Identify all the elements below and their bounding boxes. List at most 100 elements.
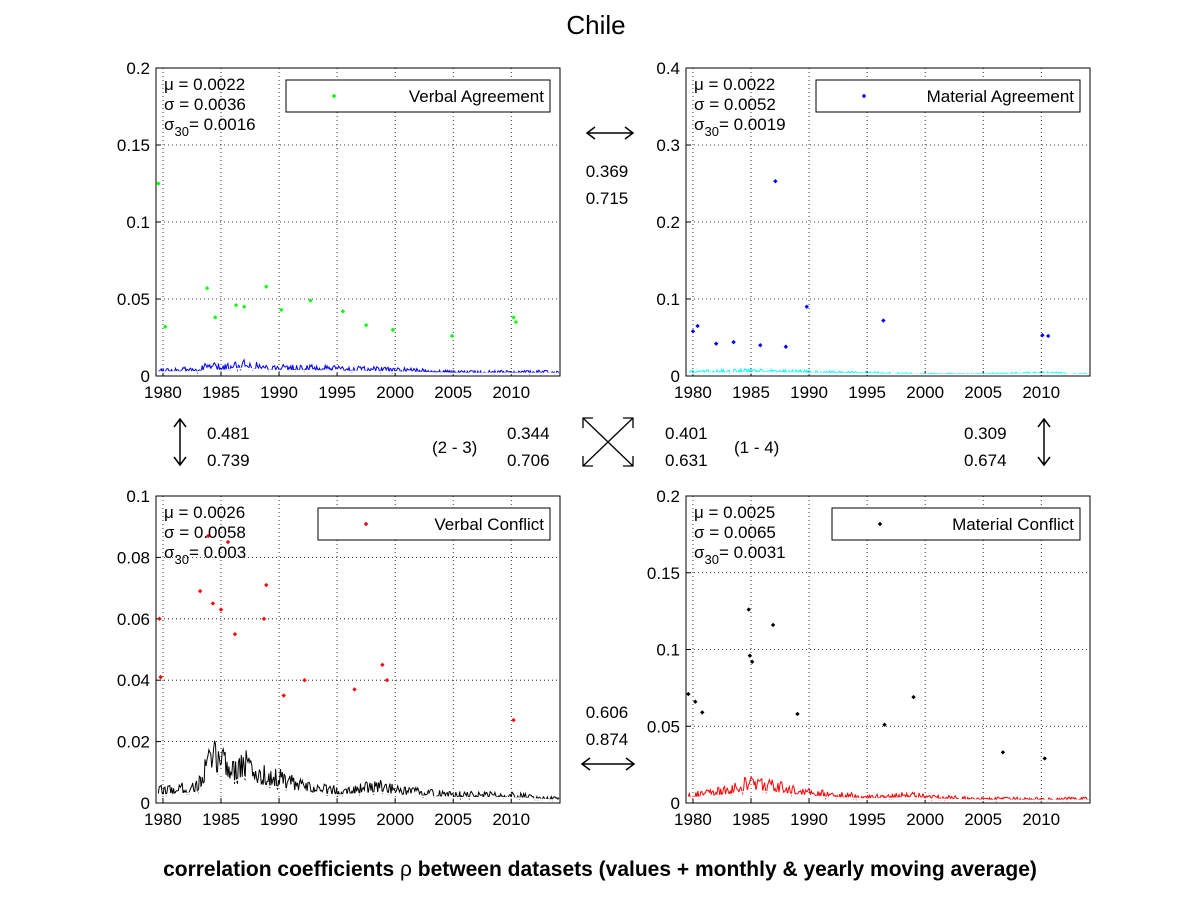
corr-top-value-a: 0.369 — [586, 162, 629, 181]
correlation-top: 0.369 0.715 — [585, 126, 635, 208]
cross-arrows-icon — [582, 417, 634, 467]
outlier-point — [206, 533, 211, 539]
x-tick-label: 1980 — [674, 383, 712, 402]
x-tick-label: 1990 — [790, 383, 828, 402]
x-tick-label: 2000 — [906, 383, 944, 402]
stat-sigma: σ = 0.0036 — [164, 95, 246, 114]
corr-top-value-b: 0.715 — [586, 189, 629, 208]
double-arrow-vertical-icon — [1037, 417, 1051, 467]
outlier-point — [795, 711, 800, 717]
outlier-point — [804, 304, 809, 309]
outlier-point — [773, 178, 778, 184]
y-tick-label: 0.15 — [647, 564, 680, 583]
x-tick-label: 2010 — [1022, 810, 1060, 829]
y-tick-label: 0.1 — [126, 487, 150, 506]
yearly-smooth-line — [688, 371, 1089, 376]
legend-label: Verbal Agreement — [409, 87, 544, 106]
outlier-point — [264, 582, 269, 588]
legend-label: Material Conflict — [952, 515, 1074, 534]
outlier-point — [1040, 332, 1045, 338]
corr-center-right-value-a: 0.401 — [665, 424, 708, 443]
legend-marker — [331, 93, 337, 99]
stat-mu: μ = 0.0025 — [694, 503, 775, 522]
corr-bottom-value-a: 0.606 — [586, 703, 629, 722]
legend-box — [285, 79, 551, 113]
outlier-point — [911, 694, 916, 700]
outlier-point — [695, 323, 700, 329]
corr-center-left-value-b: 0.706 — [507, 451, 550, 470]
x-tick-label: 2010 — [492, 810, 530, 829]
outlier-point — [731, 339, 736, 345]
x-tick-label: 1985 — [732, 383, 770, 402]
x-tick-label: 1985 — [202, 810, 240, 829]
stat-sigma: σ = 0.0052 — [694, 95, 776, 114]
panel-verbal-conflict: 0 0.02 0.04 0.06 0.08 0.1 1980 1985 1990 1995 2000… — [117, 0, 561, 829]
outlier-point — [163, 324, 168, 329]
x-tick-label: 2005 — [964, 383, 1002, 402]
outlier-point — [156, 181, 161, 186]
x-tick-label: 1995 — [848, 383, 886, 402]
panel-material-conflict: 0 0.05 0.1 0.15 0.2 1980 1985 1990 1995 2000 2005 2… — [647, 0, 1091, 829]
outlier-point — [204, 286, 210, 291]
double-arrow-vertical-icon — [173, 417, 187, 467]
y-tick-label: 0.2 — [126, 59, 150, 78]
corr-left-value-a: 0.481 — [207, 424, 250, 443]
x-tick-label: 1995 — [318, 810, 356, 829]
correlation-left: 0.481 0.739 — [173, 417, 250, 470]
x-tick-label: 1990 — [260, 383, 298, 402]
y-tick-label: 0.05 — [647, 717, 680, 736]
outlier-point — [242, 304, 247, 309]
y-tick-label: 0.1 — [656, 641, 680, 660]
outlier-point — [210, 601, 216, 606]
x-tick-label: 1995 — [848, 810, 886, 829]
outlier-point — [882, 722, 887, 727]
y-tick-label: 0.2 — [656, 213, 680, 232]
x-tick-label: 1985 — [732, 810, 770, 829]
correlation-bottom: 0.606 0.874 — [580, 703, 636, 771]
outlier-point — [770, 622, 776, 628]
corr-left-value-b: 0.739 — [207, 451, 250, 470]
legend-label: Verbal Conflict — [434, 515, 544, 534]
outlier-point — [363, 322, 369, 328]
figure-caption: correlation coefficients ρ between datas… — [163, 858, 1037, 881]
x-tick-label: 1985 — [202, 383, 240, 402]
y-tick-label: 0.08 — [117, 548, 150, 567]
x-tick-label: 2000 — [906, 810, 944, 829]
yearly-smooth-line — [158, 367, 559, 375]
outlier-point — [157, 616, 162, 621]
y-tick-label: 0.06 — [117, 610, 150, 629]
correlation-center: (2 - 3) 0.344 0.706 0.401 0.631 (1 - 4) — [432, 417, 779, 470]
yearly-smooth-line — [688, 789, 1089, 802]
outlier-point — [340, 309, 346, 314]
outlier-point — [225, 539, 231, 545]
outlier-point — [384, 678, 390, 683]
outlier-point — [511, 717, 516, 723]
x-tick-label: 2005 — [434, 810, 472, 829]
corr-right-value-a: 0.309 — [964, 424, 1007, 443]
stat-sigma30: σ30= 0.0031 — [694, 543, 786, 567]
double-arrow-horizontal-icon — [585, 126, 635, 140]
outlier-point — [449, 333, 455, 339]
outlier-point — [747, 653, 753, 658]
x-tick-label: 1980 — [144, 810, 182, 829]
outlier-point — [281, 693, 286, 698]
x-tick-label: 2000 — [376, 383, 414, 402]
stat-mu: μ = 0.0026 — [164, 503, 245, 522]
x-tick-label: 1995 — [318, 383, 356, 402]
x-tick-label: 2010 — [1022, 383, 1060, 402]
outlier-point — [197, 588, 203, 594]
legend-marker — [861, 93, 867, 99]
y-tick-label: 0.4 — [656, 59, 680, 78]
legend-label: Material Agreement — [927, 87, 1075, 106]
outlier-point — [690, 329, 696, 334]
outlier-point — [746, 607, 751, 612]
outlier-point — [390, 327, 396, 332]
outlier-point — [380, 662, 385, 668]
stat-sigma30: σ30= 0.0019 — [694, 115, 786, 139]
y-tick-label: 0.2 — [656, 487, 680, 506]
y-tick-label: 0 — [141, 367, 150, 386]
outlier-point — [513, 319, 519, 325]
corr-bottom-value-b: 0.874 — [586, 730, 629, 749]
outlier-point — [881, 318, 886, 323]
